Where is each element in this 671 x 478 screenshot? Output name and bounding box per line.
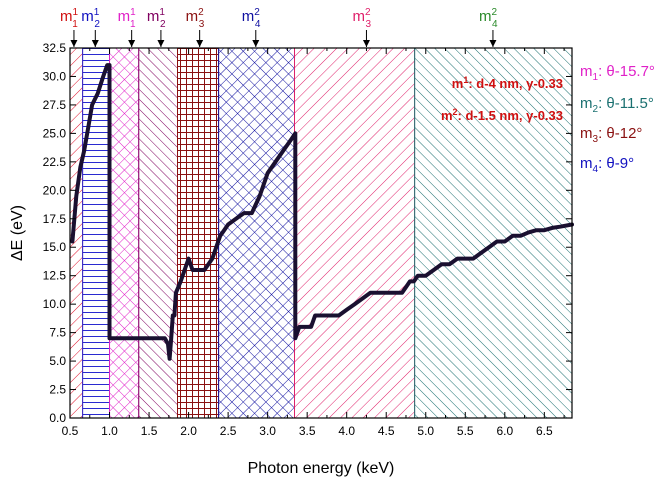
region-3 [109, 47, 140, 419]
x-tick-label: 3.0 [259, 424, 276, 438]
top-marker-arrowhead [128, 40, 136, 47]
top-marker-label: m1 2 [81, 7, 100, 30]
y-tick-label: 12.5 [43, 269, 67, 283]
region-7 [294, 47, 416, 419]
x-tick-label: 6.0 [496, 424, 513, 438]
x-axis-title: Photon energy (keV) [248, 460, 395, 477]
top-marker-arrowhead [489, 40, 497, 47]
y-tick-label: 20.0 [43, 183, 67, 197]
top-marker-label: m2 3 [186, 7, 205, 30]
y-tick-label: 30.0 [43, 69, 67, 83]
y-tick-label: 27.5 [43, 98, 67, 112]
region-6 [218, 47, 296, 419]
region-8 [414, 47, 573, 419]
x-tick-label: 1.5 [141, 424, 158, 438]
legend-item: m1: θ-15.7° [580, 63, 655, 83]
y-tick-label: 7.5 [49, 326, 66, 340]
region-2 [82, 47, 111, 419]
top-marker-label: m1 1 [60, 7, 79, 30]
top-marker-arrowhead [157, 40, 165, 47]
top-markers: m1 1 m1 2 m1 1 m1 2 m2 3 m2 4 m2 3 m2 4 [60, 7, 498, 47]
top-marker-label: m2 3 [352, 7, 371, 30]
y-tick-label: 25.0 [43, 126, 67, 140]
x-tick-label: 6.5 [536, 424, 553, 438]
x-tick-label: 5.0 [417, 424, 434, 438]
top-marker-label: m1 2 [147, 7, 166, 30]
y-tick-label: 2.5 [49, 383, 66, 397]
pattern-regions [69, 47, 573, 419]
legend: m1: θ-15.7° m2: θ-11.5° m3: θ-12° m4: θ-9° [580, 63, 655, 175]
top-marker-label: m2 4 [242, 7, 261, 30]
x-tick-label: 1.0 [101, 424, 118, 438]
top-marker-arrowhead [252, 40, 260, 47]
x-tick-label: 4.0 [338, 424, 355, 438]
annotations: m1: d-4 nm, γ-0.33 m2: d-1.5 nm, γ-0.33 [441, 75, 563, 123]
top-marker-arrowhead [362, 40, 370, 47]
x-tick-label: 3.5 [299, 424, 316, 438]
legend-item: m3: θ-12° [580, 125, 642, 145]
model-annotation: m1: d-4 nm, γ-0.33 [452, 75, 563, 91]
y-tick-label: 10.0 [43, 297, 67, 311]
y-tick-label: 17.5 [43, 212, 67, 226]
region-4 [138, 47, 179, 419]
x-tick-label: 2.0 [180, 424, 197, 438]
y-axis-title: ΔE (eV) [9, 205, 26, 261]
legend-item: m4: θ-9° [580, 155, 634, 175]
plot-frame [69, 47, 573, 419]
y-tick-label: 5.0 [49, 354, 66, 368]
y-tick-label: 32.5 [43, 41, 67, 55]
legend-item: m2: θ-11.5° [580, 95, 654, 115]
model-annotation: m2: d-1.5 nm, γ-0.33 [441, 107, 563, 123]
top-marker-label: m2 4 [479, 7, 498, 30]
y-tick-label: 22.5 [43, 155, 67, 169]
series-layer [70, 63, 574, 361]
region-5 [177, 47, 220, 419]
x-tick-label: 2.5 [220, 424, 237, 438]
x-tick-label: 5.5 [457, 424, 474, 438]
y-tick-label: 15.0 [43, 240, 67, 254]
axes: 0.5 1.0 1.5 2.0 2.5 3.0 3.5 4.0 4.5 5.0 5.5 6.0 6.5 0… [43, 41, 572, 438]
y-tick-label: 0.0 [49, 411, 66, 425]
top-marker-label: m1 1 [118, 7, 137, 30]
x-tick-label: 0.5 [62, 424, 79, 438]
series-line-1 [70, 63, 574, 361]
x-tick-label: 4.5 [378, 424, 395, 438]
top-marker-arrowhead [70, 40, 78, 47]
top-marker-arrowhead [196, 40, 204, 47]
top-marker-arrowhead [91, 40, 99, 47]
